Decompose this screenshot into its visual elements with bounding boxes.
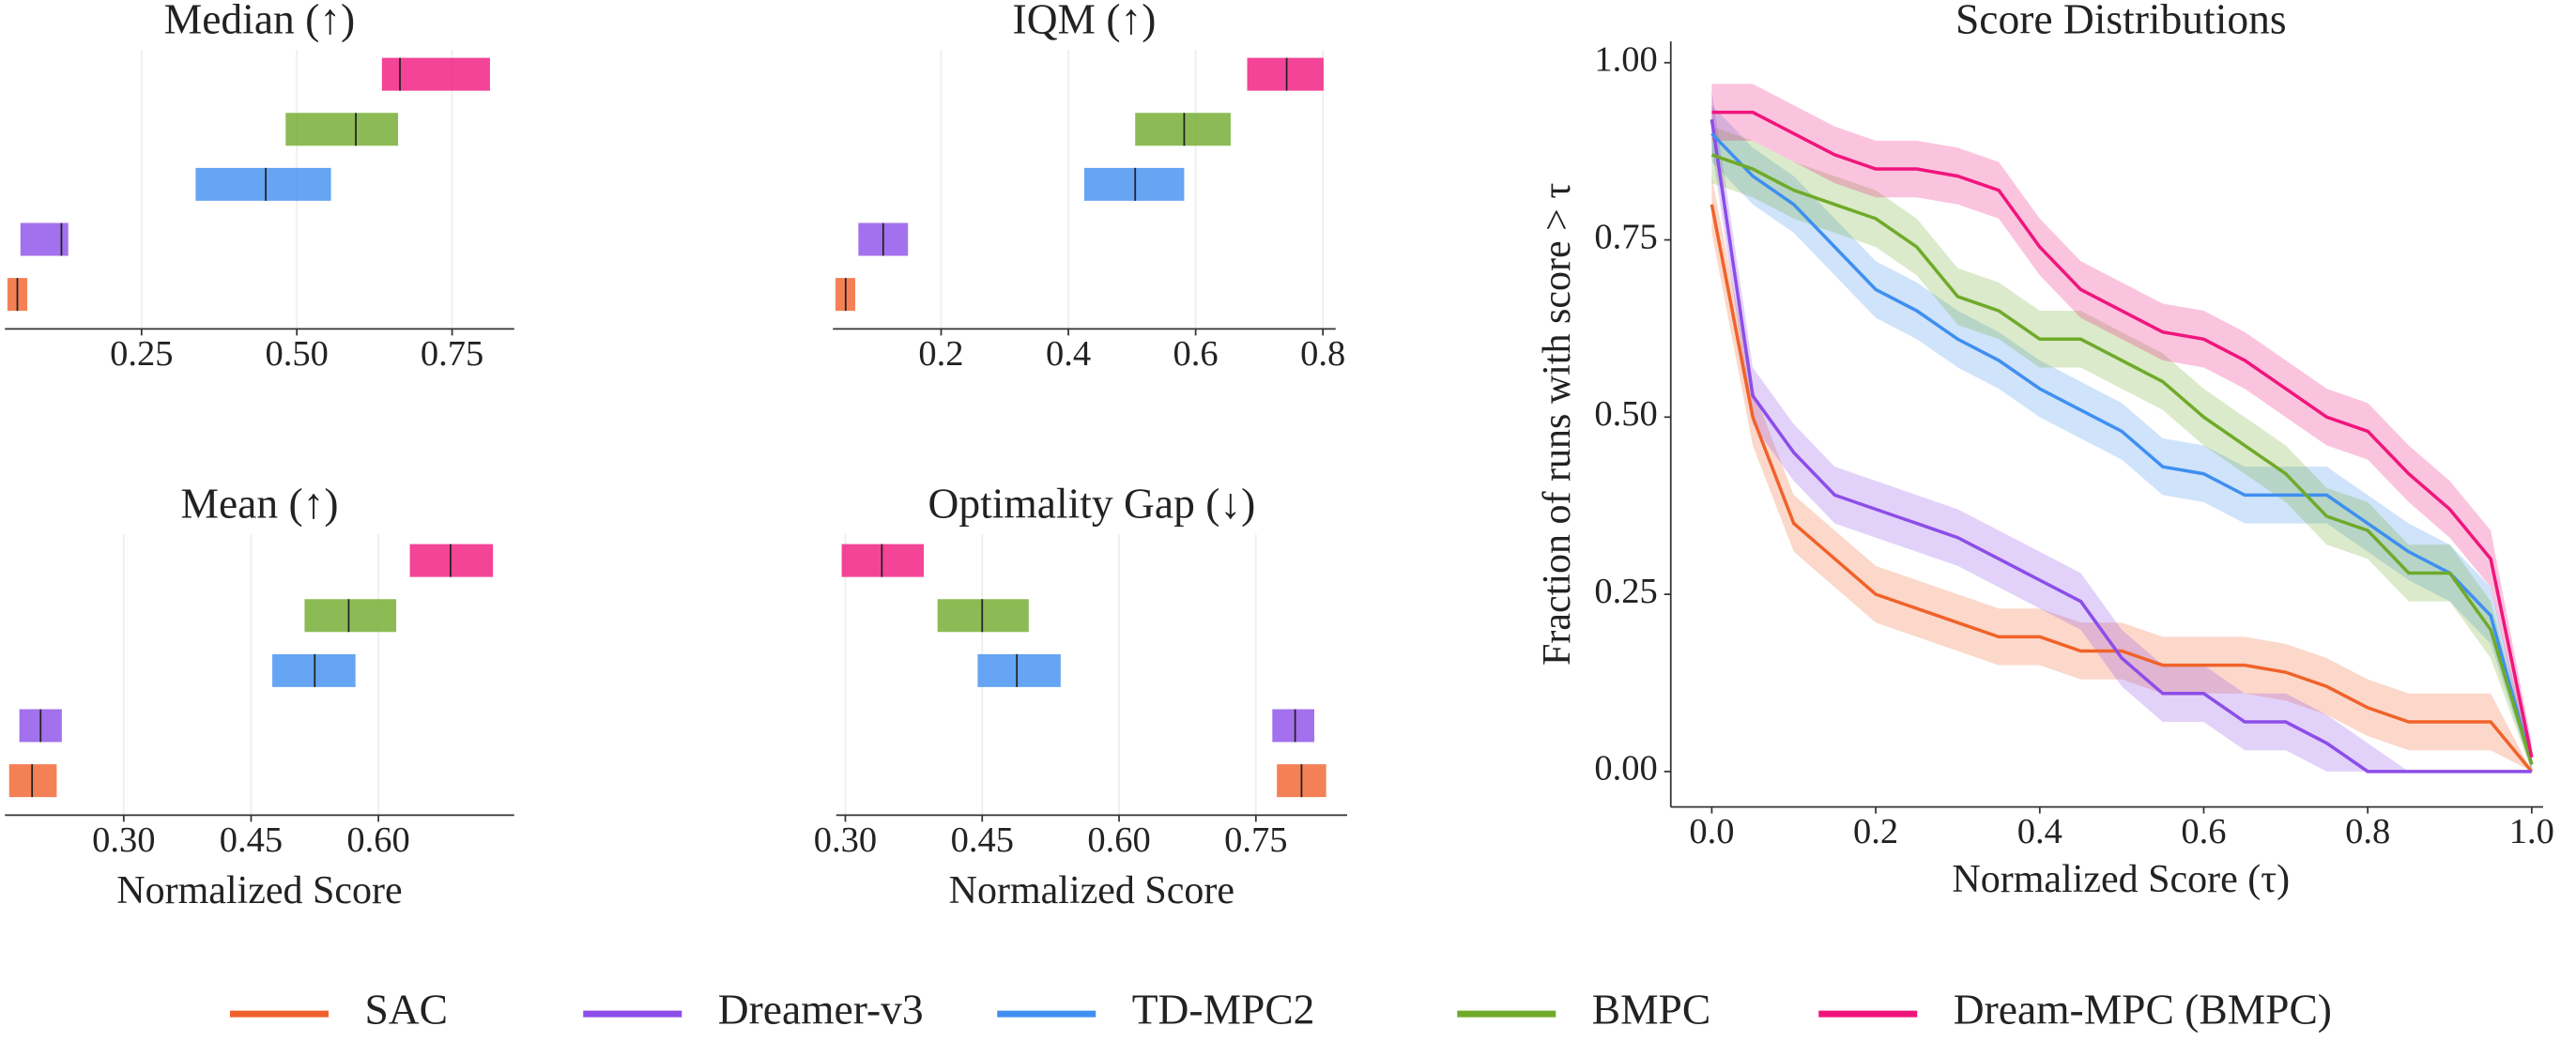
interval-bar xyxy=(195,167,331,201)
x-axis-label: Normalized Score xyxy=(116,869,402,912)
x-tick-label: 0.8 xyxy=(2345,812,2390,851)
confidence-band xyxy=(1711,90,2532,772)
x-tick-label: 0.75 xyxy=(1224,820,1287,860)
chart-title: Optimality Gap (↓) xyxy=(928,480,1255,528)
y-tick-label: 0.25 xyxy=(1594,572,1657,611)
legend-label: Dream-MPC (BMPC) xyxy=(1954,986,2332,1034)
chart-title: Median (↑) xyxy=(164,0,355,42)
chart-title: IQM (↑) xyxy=(1013,0,1157,42)
x-axis-label: Normalized Score (τ) xyxy=(1952,858,2290,901)
chart-title: Score Distributions xyxy=(1955,0,2287,42)
x-tick-label: 0.60 xyxy=(346,820,409,860)
x-tick-label: 0.50 xyxy=(266,334,329,374)
legend-label: BMPC xyxy=(1592,986,1710,1034)
interval-bar xyxy=(1272,709,1315,743)
interval-bar xyxy=(977,653,1061,687)
x-tick-label: 0.30 xyxy=(92,820,155,860)
x-tick-label: 0.0 xyxy=(1689,812,1734,851)
series-line xyxy=(1710,153,2534,765)
legend-label: SAC xyxy=(365,986,449,1034)
series-line xyxy=(1710,118,2532,774)
y-tick-label: 0.50 xyxy=(1594,394,1657,434)
x-tick-label: 0.6 xyxy=(2181,812,2226,851)
interval-bar xyxy=(20,222,69,256)
confidence-band xyxy=(1711,84,2532,772)
interval-bar xyxy=(304,599,397,633)
interval-bar xyxy=(409,544,494,577)
chart-title: Mean (↑) xyxy=(180,480,338,528)
x-tick-label: 0.6 xyxy=(1173,334,1219,374)
x-tick-label: 0.45 xyxy=(220,820,283,860)
x-tick-label: 0.2 xyxy=(1853,812,1898,851)
interval-bar xyxy=(937,599,1029,633)
confidence-band xyxy=(1711,176,2532,772)
y-tick-label: 0.00 xyxy=(1594,749,1657,789)
legend-label: TD-MPC2 xyxy=(1132,986,1315,1034)
y-tick-label: 0.75 xyxy=(1594,217,1657,256)
series-line xyxy=(1710,132,2534,765)
x-tick-label: 0.2 xyxy=(918,334,963,374)
series-line xyxy=(1710,204,2534,773)
x-tick-label: 0.75 xyxy=(421,334,483,374)
interval-bar xyxy=(8,764,57,798)
interval-bar xyxy=(1084,167,1185,201)
x-tick-label: 0.4 xyxy=(2017,812,2062,851)
x-axis-label: Normalized Score xyxy=(949,869,1234,912)
x-tick-label: 0.60 xyxy=(1087,820,1150,860)
y-tick-label: 1.00 xyxy=(1594,40,1657,80)
y-axis-label: Fraction of runs with score > τ xyxy=(1536,183,1579,666)
interval-bar xyxy=(272,653,356,687)
interval-bar xyxy=(1135,113,1231,146)
x-tick-label: 0.4 xyxy=(1046,334,1091,374)
interval-bar xyxy=(285,113,399,146)
confidence-band xyxy=(1711,105,2532,772)
legend-label: Dreamer-v3 xyxy=(718,986,924,1034)
x-tick-label: 0.8 xyxy=(1300,334,1345,374)
x-tick-label: 0.25 xyxy=(110,334,173,374)
interval-bar xyxy=(1247,57,1324,91)
interval-bar xyxy=(381,57,490,91)
x-tick-label: 0.30 xyxy=(814,820,877,860)
x-tick-label: 0.45 xyxy=(951,820,1014,860)
series-line xyxy=(1711,110,2534,758)
interval-bar xyxy=(841,544,925,577)
x-tick-label: 1.0 xyxy=(2509,812,2554,851)
